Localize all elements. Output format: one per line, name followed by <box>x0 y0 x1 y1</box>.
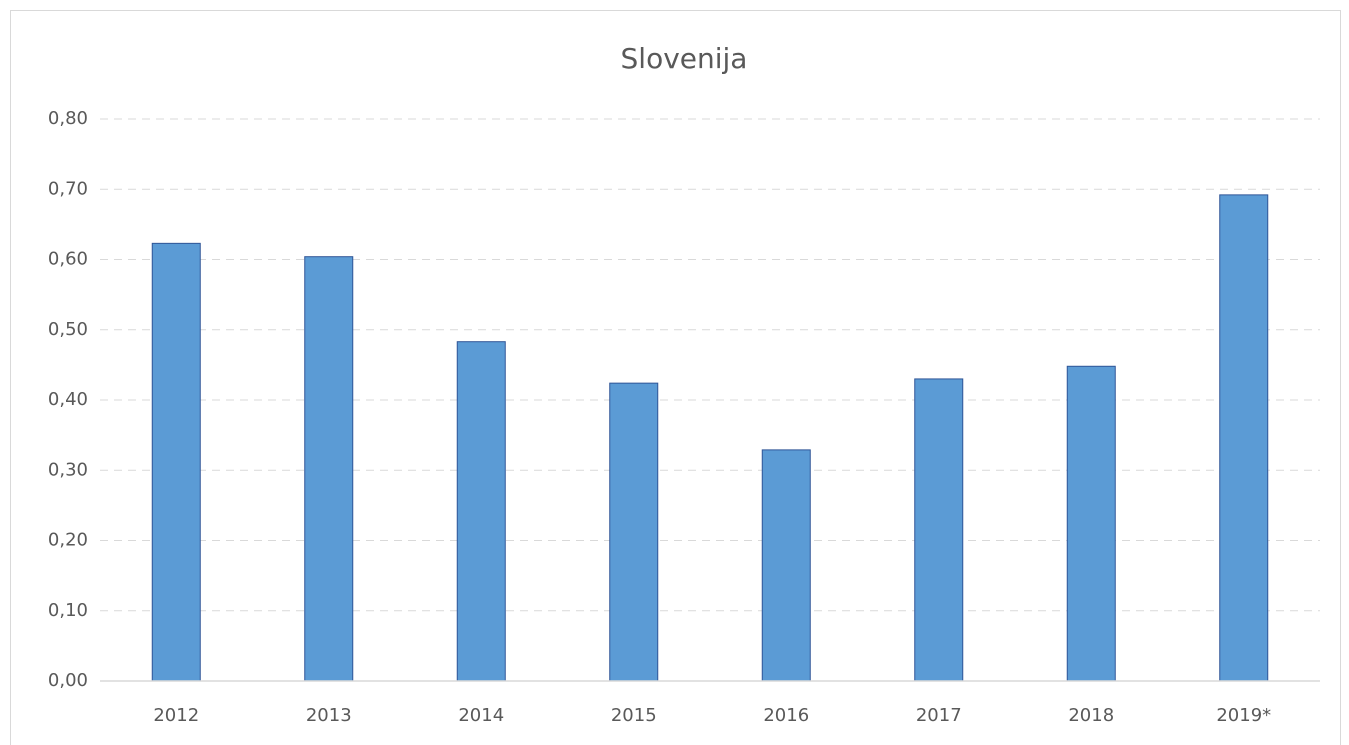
x-tick-label: 2012 <box>153 705 199 726</box>
y-tick-label: 0,30 <box>48 459 88 480</box>
y-tick-label: 0,50 <box>48 319 88 340</box>
x-tick-label: 2013 <box>306 705 352 726</box>
x-tick-label: 2016 <box>763 705 809 726</box>
y-tick-label: 0,10 <box>48 600 88 621</box>
bar <box>609 382 659 682</box>
bar <box>304 256 354 682</box>
y-tick-label: 0,40 <box>48 389 88 410</box>
x-tick-label: 2017 <box>916 705 962 726</box>
x-tick-label: 2014 <box>458 705 504 726</box>
y-tick-label: 0,70 <box>48 178 88 199</box>
bar <box>761 449 811 682</box>
y-tick-label: 0,60 <box>48 249 88 270</box>
bar <box>151 242 201 682</box>
x-tick-label: 2015 <box>611 705 657 726</box>
bar <box>914 378 964 682</box>
chart-title: Slovenija <box>621 42 748 75</box>
chart-border <box>10 10 1341 745</box>
y-tick-label: 0,80 <box>48 108 88 129</box>
bar <box>1066 365 1116 682</box>
x-tick-label: 2018 <box>1068 705 1114 726</box>
x-tick-label: 2019* <box>1216 705 1271 726</box>
bar <box>1219 194 1269 682</box>
y-tick-label: 0,00 <box>48 670 88 691</box>
y-tick-label: 0,20 <box>48 530 88 551</box>
bar <box>456 341 506 682</box>
